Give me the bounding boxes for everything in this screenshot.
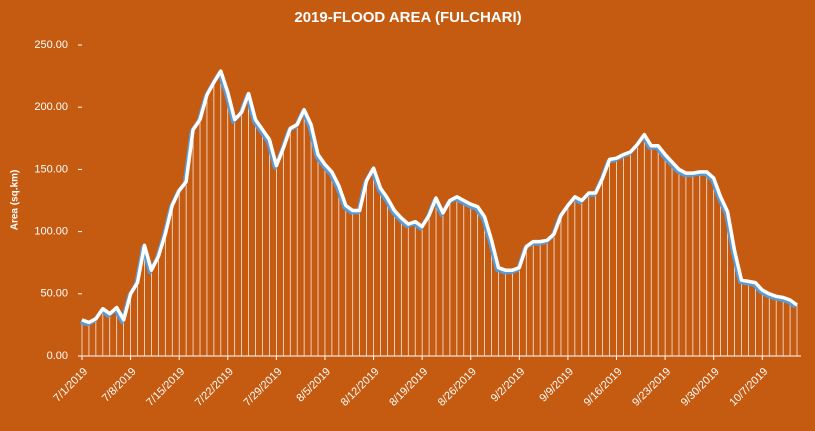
y-tick-label: 0.00 (47, 350, 68, 362)
y-axis-label: Area (sq.km) (10, 170, 21, 231)
y-tick-label: 100.00 (34, 226, 68, 238)
line (81, 69, 799, 325)
y-tick-label: 250.00 (34, 39, 68, 51)
y-tick-label: 200.00 (34, 101, 68, 113)
chart-title: 2019-FLOOD AREA (FULCHARI) (294, 9, 521, 26)
y-tick-label: 50.00 (40, 288, 68, 300)
y-tick-label: 150.00 (34, 163, 68, 175)
